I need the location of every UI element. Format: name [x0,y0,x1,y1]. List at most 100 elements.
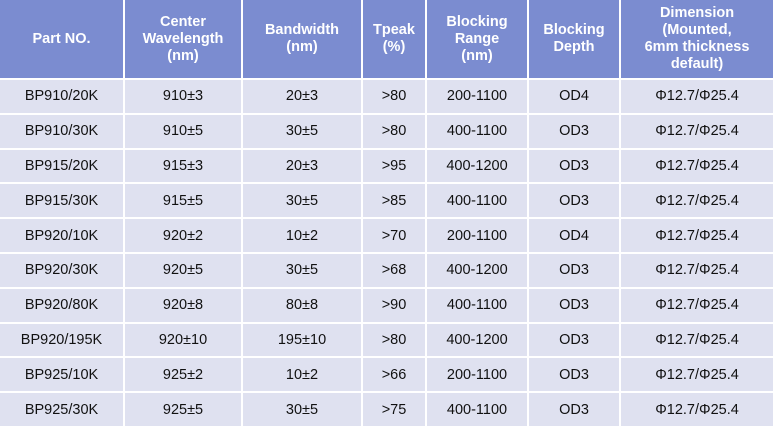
cell: 910±5 [125,114,241,148]
cell: OD3 [529,114,619,148]
cell: >90 [363,288,425,322]
cell: 10±2 [243,219,361,252]
cell: BP920/30K [0,253,123,287]
header-text: 6mm thickness [644,39,750,55]
cell: Φ12.7/Φ25.4 [621,288,773,322]
header-text: (nm) [286,39,318,55]
cell: OD3 [529,323,619,357]
header-cell: Blocking Range (nm) [427,0,527,78]
cell: 20±3 [243,80,361,113]
cell: 920±2 [125,219,241,252]
header-text: Bandwidth [264,22,340,38]
header-text: Blocking [543,22,605,38]
row: BP910/20K 910±3 20±3 >80 200-1100 OD4 Φ12.7/Φ2… [0,80,773,113]
cell: 30±5 [243,184,361,218]
cell: 10±2 [243,358,361,392]
header-text: (nm) [167,47,199,64]
cell: OD3 [529,358,619,392]
cell: 925±2 [125,358,241,392]
cell: Φ12.7/Φ25.4 [621,393,773,426]
cell: BP915/30K [0,184,123,218]
cell: 400-1200 [427,253,527,287]
cell: OD3 [529,393,619,426]
cell: 400-1200 [427,149,527,183]
row: BP915/30K 915±5 30±5 >85 400-1100 OD3 Φ12.7/Φ2… [0,184,773,218]
cell: BP910/20K [0,80,123,113]
cell: >80 [363,323,425,357]
cell: Φ12.7/Φ25.4 [621,80,773,113]
cell: >85 [363,184,425,218]
cell: 915±3 [125,149,241,183]
header-text: Wavelength [142,30,224,47]
cell: OD3 [529,253,619,287]
cell: Φ12.7/Φ25.4 [621,219,773,252]
cell: 30±5 [243,253,361,287]
cell: 400-1100 [427,114,527,148]
cell: >80 [363,114,425,148]
cell: BP920/10K [0,219,123,252]
cell: 195±10 [243,323,361,357]
header-cell: Blocking Depth [529,0,619,78]
cell: >80 [363,80,425,113]
cell: OD3 [529,288,619,322]
header-row: Part NO. Center Wavelength (nm) Bandwidth (nm… [0,0,773,78]
cell: >66 [363,358,425,392]
cell: >75 [363,393,425,426]
cell: BP920/195K [0,323,123,357]
header-text: (%) [382,39,406,55]
cell: OD3 [529,149,619,183]
cell: 30±5 [243,114,361,148]
header-cell: Center Wavelength (nm) [125,0,241,78]
cell: 20±3 [243,149,361,183]
cell: BP915/20K [0,149,123,183]
cell: >70 [363,219,425,252]
cell: 400-1100 [427,184,527,218]
cell: 920±5 [125,253,241,287]
header-text: Part NO. [32,30,91,47]
cell: 400-1100 [427,393,527,426]
row: BP920/195K 920±10 195±10 >80 400-1200 OD3 Φ12.… [0,323,773,357]
row: BP925/10K 925±2 10±2 >66 200-1100 OD3 Φ12.7/Φ2… [0,358,773,392]
cell: BP910/30K [0,114,123,148]
header-cell: Bandwidth (nm) [243,0,361,78]
cell: 200-1100 [427,219,527,252]
header-cell: Dimension (Mounted, 6mm thickness default) [621,0,773,78]
cell: 920±8 [125,288,241,322]
cell: Φ12.7/Φ25.4 [621,253,773,287]
cell: Φ12.7/Φ25.4 [621,114,773,148]
header-text: Tpeak [373,22,415,38]
cell: 200-1100 [427,80,527,113]
header-cell: Part NO. [0,0,123,78]
row: BP920/10K 920±2 10±2 >70 200-1100 OD4 Φ12.7/Φ2… [0,219,773,252]
cell: >68 [363,253,425,287]
header-text: Depth [553,39,595,55]
row: BP920/30K 920±5 30±5 >68 400-1200 OD3 Φ12.7/Φ2… [0,253,773,287]
table-body: BP910/20K 910±3 20±3 >80 200-1100 OD4 Φ12.7/Φ2… [0,80,773,426]
cell: 400-1100 [427,288,527,322]
cell: OD4 [529,219,619,252]
cell: 920±10 [125,323,241,357]
cell: Φ12.7/Φ25.4 [621,149,773,183]
header-text: (Mounted, [662,22,732,38]
cell: BP925/10K [0,358,123,392]
cell: 30±5 [243,393,361,426]
header-text: Blocking [446,13,508,30]
row: BP925/30K 925±5 30±5 >75 400-1100 OD3 Φ12.7/Φ2… [0,393,773,426]
cell: OD3 [529,184,619,218]
header-cell: Tpeak (%) [363,0,425,78]
header-text: Center [160,13,206,30]
header-text: default) [670,56,724,72]
row: BP920/80K 920±8 80±8 >90 400-1100 OD3 Φ12.7/Φ2… [0,288,773,322]
cell: BP925/30K [0,393,123,426]
cell: Φ12.7/Φ25.4 [621,184,773,218]
header-text: (nm) [461,47,493,64]
header-text: Dimension [659,5,735,21]
cell: >95 [363,149,425,183]
row: BP910/30K 910±5 30±5 >80 400-1100 OD3 Φ12.7/Φ2… [0,114,773,148]
cell: 80±8 [243,288,361,322]
cell: BP920/80K [0,288,123,322]
cell: 925±5 [125,393,241,426]
cell: 400-1200 [427,323,527,357]
